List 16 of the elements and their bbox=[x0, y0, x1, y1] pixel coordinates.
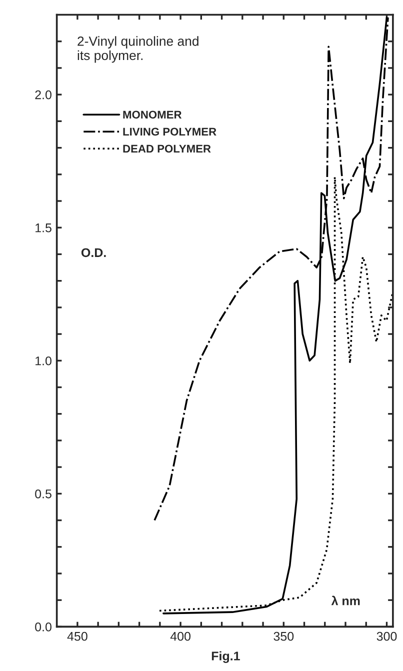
y-tick-label: 0.5 bbox=[35, 489, 52, 498]
y-tick-label: 0.0 bbox=[35, 622, 52, 632]
caption: Fig.1 bbox=[212, 651, 240, 663]
legend-label: DEAD POLYMER bbox=[123, 144, 211, 153]
x-tick-label: 450 bbox=[67, 632, 88, 641]
y-tick-label: 1.5 bbox=[36, 224, 52, 232]
x-axis-title: λ nm bbox=[331, 596, 360, 606]
x-tick-label: 400 bbox=[170, 632, 190, 641]
y-tick-label: 2.0 bbox=[35, 90, 52, 100]
legend-label: LIVING POLYMER bbox=[123, 128, 216, 136]
x-tick-label: 350 bbox=[274, 632, 294, 641]
legend-label: MONOMER bbox=[123, 110, 182, 119]
text: 2-Vinyl quinoline and its polymer. bbox=[78, 36, 198, 63]
y-axis-title: O.D. bbox=[81, 248, 106, 258]
x-tick-label: 300 bbox=[376, 632, 397, 641]
y-tick-label: 1.0 bbox=[36, 356, 52, 366]
